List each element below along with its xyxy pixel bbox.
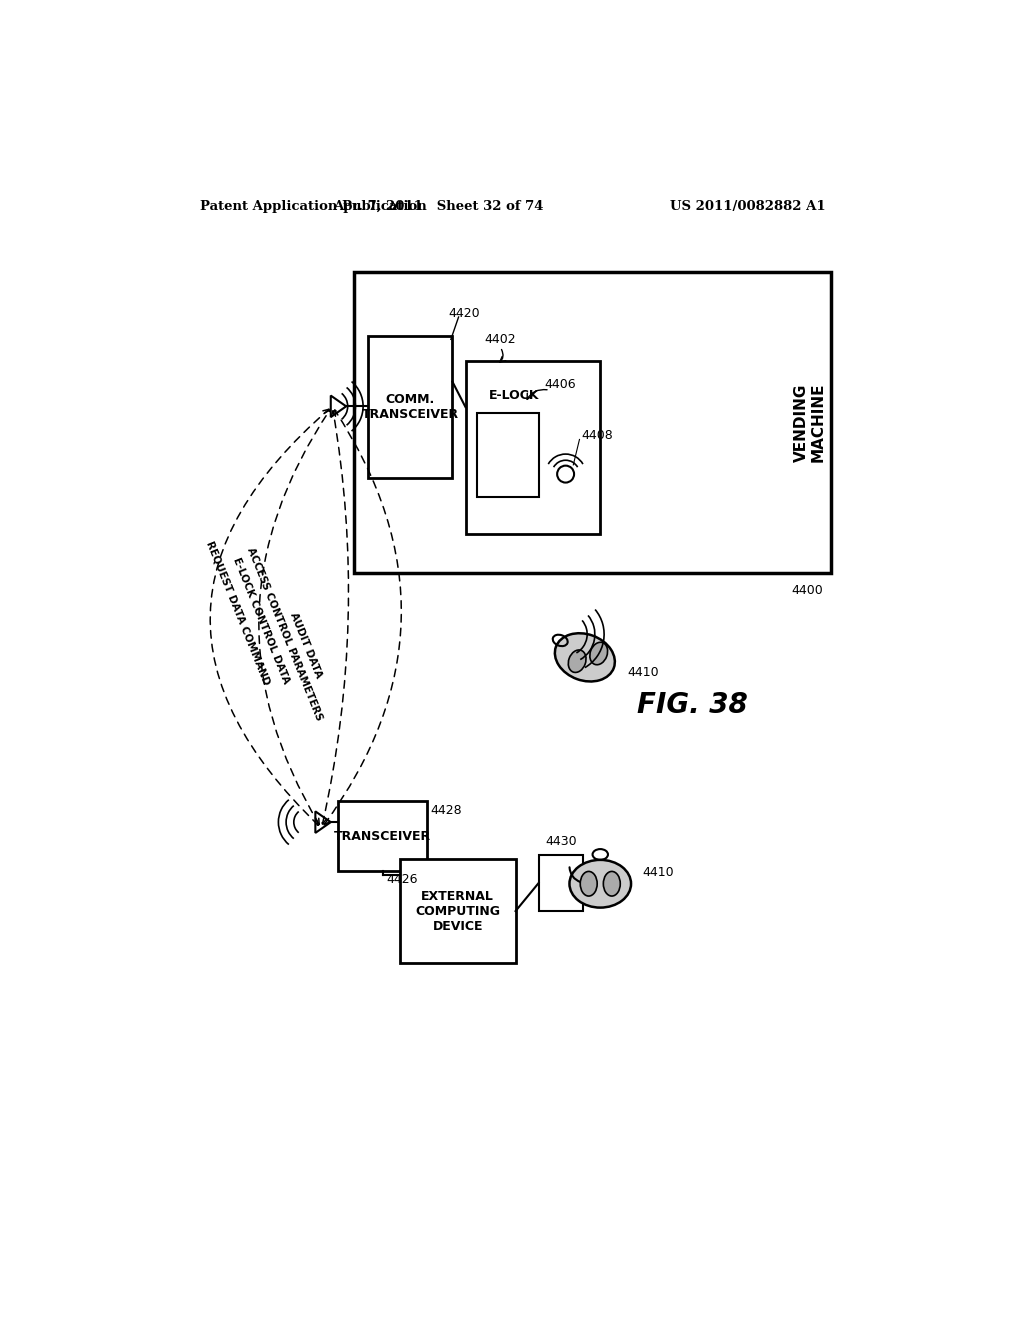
Text: 4410: 4410 [628,667,658,680]
Text: Patent Application Publication: Patent Application Publication [200,199,427,213]
Text: E-LOCK: E-LOCK [488,389,539,403]
Bar [339,801,427,871]
Text: US 2011/0082882 A1: US 2011/0082882 A1 [670,199,825,213]
Text: VENDING
MACHINE: VENDING MACHINE [794,383,826,462]
Text: 4428: 4428 [431,804,463,817]
Text: 4402: 4402 [484,333,516,346]
Bar [539,855,584,911]
Text: REQUEST DATA COMMAND: REQUEST DATA COMMAND [205,540,272,686]
Ellipse shape [569,859,631,908]
Bar [400,859,515,964]
Text: ACCESS CONTROL PARAMETERS: ACCESS CONTROL PARAMETERS [245,546,324,722]
Bar [477,412,539,498]
Text: Apr. 7, 2011   Sheet 32 of 74: Apr. 7, 2011 Sheet 32 of 74 [333,199,544,213]
Ellipse shape [603,871,621,896]
Bar [354,272,831,573]
Text: TRANSCEIVER: TRANSCEIVER [334,829,431,842]
Text: 4408: 4408 [581,429,612,442]
Text: 4406: 4406 [545,378,577,391]
Text: E-LOCK CONTROL DATA: E-LOCK CONTROL DATA [231,556,292,685]
Ellipse shape [555,634,614,681]
Text: 4430: 4430 [545,834,577,847]
Text: 4400: 4400 [792,585,823,597]
Text: FIG. 38: FIG. 38 [637,692,749,719]
Text: 4410: 4410 [643,866,674,879]
Text: EXTERNAL
COMPUTING
DEVICE: EXTERNAL COMPUTING DEVICE [416,890,501,932]
Ellipse shape [590,643,607,665]
Text: AUDIT DATA: AUDIT DATA [289,611,324,680]
Bar [466,360,600,535]
Ellipse shape [581,871,597,896]
Text: COMM.
TRANSCEIVER: COMM. TRANSCEIVER [361,393,459,421]
Text: 4420: 4420 [449,308,480,321]
Text: 4426: 4426 [387,874,418,887]
Ellipse shape [568,649,586,672]
Bar [368,335,453,478]
